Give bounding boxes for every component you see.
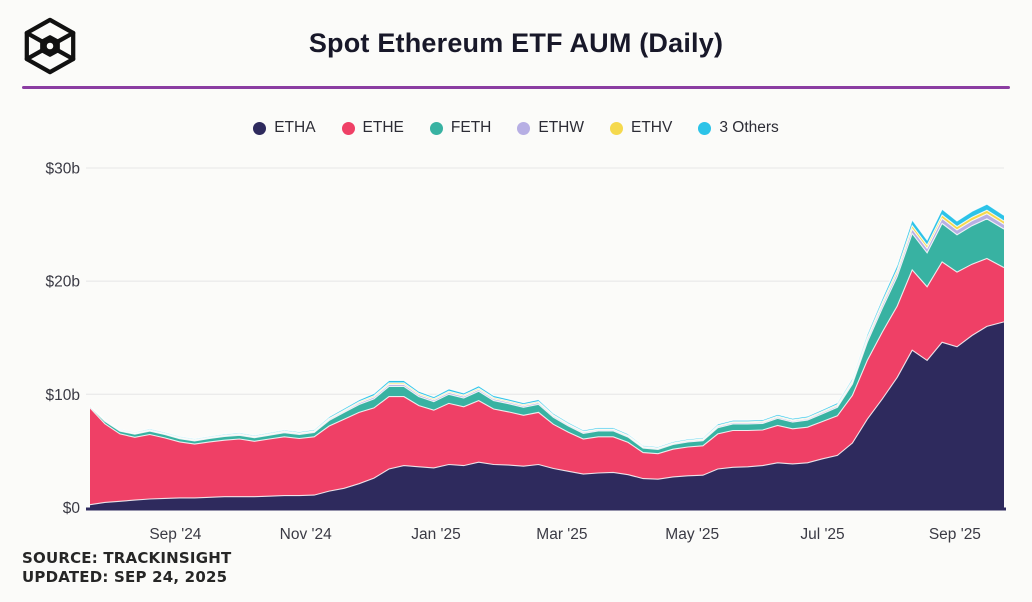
chart-footer: SOURCE: TRACKINSIGHT UPDATED: SEP 24, 20… — [22, 549, 231, 587]
source-label: SOURCE: TRACKINSIGHT — [22, 549, 232, 567]
x-tick-label: Jan '25 — [411, 526, 461, 543]
y-tick-label: $30b — [46, 161, 80, 178]
chart-legend: ETHA ETHE FETH ETHW ETHV 3 Others — [0, 119, 1032, 137]
legend-item-ethv: ETHV — [610, 119, 672, 137]
band-separator — [89, 213, 1005, 450]
legend-item-ethw: ETHW — [517, 119, 584, 137]
legend-item-etha: ETHA — [253, 119, 316, 137]
legend-swatch-icon — [698, 121, 712, 135]
legend-label: ETHW — [538, 119, 584, 136]
area-band-etha — [90, 321, 1004, 508]
x-tick-label: Nov '24 — [280, 526, 332, 543]
x-tick-label: Jul '25 — [800, 526, 844, 543]
legend-swatch-icon — [253, 121, 267, 135]
legend-swatch-icon — [341, 121, 355, 135]
legend-swatch-icon — [429, 121, 443, 135]
legend-swatch-icon — [610, 121, 623, 135]
y-tick-label: $0 — [63, 500, 81, 517]
x-tick-label: Sep '24 — [149, 526, 201, 543]
legend-label: ETHA — [274, 119, 316, 136]
legend-item-ethe: ETHE — [341, 119, 404, 137]
x-tick-label: Mar '25 — [536, 526, 587, 543]
area-band-ethe — [90, 258, 1004, 508]
legend-swatch-icon — [517, 121, 531, 135]
legend-label: ETHV — [631, 119, 673, 136]
legend-label: 3 Others — [719, 119, 779, 136]
header-divider — [22, 86, 1010, 89]
band-separator — [89, 209, 1005, 449]
x-tick-label: May '25 — [665, 526, 719, 543]
page-title: Spot Ethereum ETF AUM (Daily) — [308, 28, 724, 58]
band-separator — [89, 321, 1005, 506]
y-tick-label: $10b — [46, 387, 80, 404]
trackinsight-logo-icon — [24, 17, 76, 75]
legend-label: FETH — [450, 119, 492, 136]
band-separator — [89, 203, 1005, 448]
band-separator — [89, 218, 1005, 450]
x-tick-label: Sep '25 — [929, 526, 981, 543]
y-tick-label: $20b — [46, 274, 80, 291]
legend-label: ETHE — [362, 119, 404, 136]
updated-label: UPDATED: SEP 24, 2025 — [22, 568, 228, 587]
legend-item-feth: FETH — [429, 119, 492, 137]
legend-item-3-others: 3 Others — [698, 119, 779, 137]
band-separator — [89, 257, 1005, 455]
